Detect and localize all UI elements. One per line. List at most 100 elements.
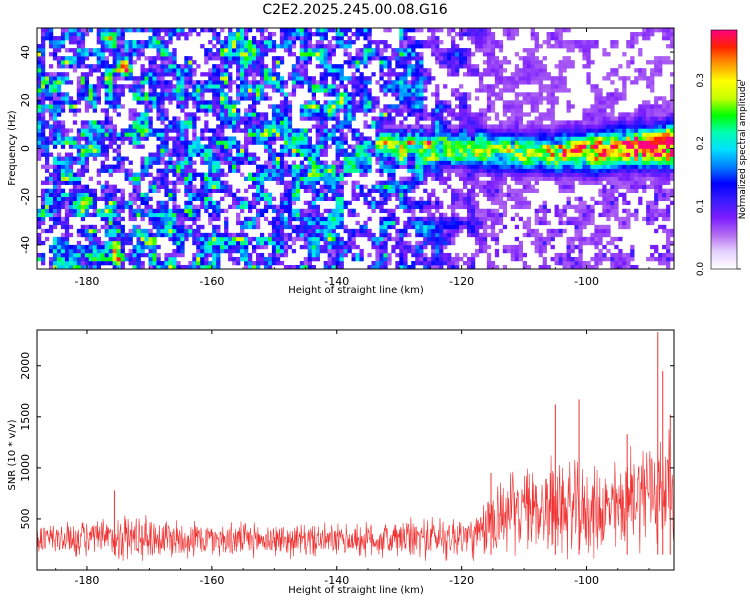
heatmap-cell: [96, 32, 101, 37]
heatmap-cell: [319, 244, 324, 250]
heatmap-cell: [76, 264, 82, 269]
heatmap-cell: [351, 244, 356, 250]
heatmap-cell: [48, 52, 54, 57]
heatmap-cell: [311, 52, 316, 57]
heatmap-cell: [259, 236, 265, 242]
heatmap-cell: [84, 156, 90, 161]
heatmap-cell: [44, 84, 50, 89]
heatmap-cell: [474, 160, 480, 165]
heatmap-cell: [172, 152, 177, 157]
heatmap-cell: [255, 132, 261, 137]
heatmap-cell: [415, 244, 420, 250]
heatmap-cell: [64, 32, 70, 37]
heatmap-cell: [168, 224, 173, 230]
heatmap-cell: [443, 244, 448, 250]
heatmap-cell: [52, 184, 58, 189]
heatmap-cell: [279, 60, 285, 65]
heatmap-cell: [128, 212, 133, 218]
heatmap-cell: [216, 96, 221, 101]
heatmap-cell: [168, 232, 173, 238]
heatmap-cell: [204, 200, 209, 206]
heatmap-cell: [104, 124, 109, 129]
heatmap-cell: [188, 224, 193, 230]
heatmap-cell: [287, 104, 293, 109]
heatmap-cell: [375, 124, 380, 129]
heatmap-cell: [403, 116, 408, 121]
heatmap-cell: [220, 52, 225, 57]
heatmap-cell: [128, 228, 133, 234]
heatmap-cell: [220, 92, 225, 97]
heatmap-cell: [132, 48, 137, 53]
heatmap-cell: [447, 264, 452, 269]
heatmap-cell: [236, 120, 241, 125]
heatmap-cell: [220, 140, 225, 145]
heatmap-cell: [212, 144, 217, 149]
heatmap-cell: [451, 48, 456, 53]
heatmap-cell: [482, 160, 488, 165]
heatmap-cell: [232, 40, 237, 45]
heatmap-cell: [196, 84, 201, 89]
heatmap-cell: [439, 220, 444, 226]
heatmap-cell: [351, 32, 356, 37]
heatmap-cell: [462, 152, 468, 157]
heatmap-cell: [411, 76, 416, 81]
heatmap-cell: [415, 140, 420, 145]
heatmap-cell: [60, 140, 66, 145]
heatmap-cell: [327, 44, 332, 49]
heatmap-cell: [415, 76, 420, 81]
heatmap-cell: [88, 188, 94, 193]
heatmap-cell: [287, 132, 293, 137]
heatmap-cell: [72, 264, 78, 269]
heatmap-cell: [355, 100, 360, 105]
heatmap-cell: [439, 204, 444, 210]
heatmap-cell: [92, 104, 98, 109]
heatmap-cell: [92, 152, 98, 157]
heatmap-cell: [411, 128, 416, 133]
heatmap-cell: [355, 136, 360, 141]
heatmap-cell: [267, 32, 273, 37]
heatmap-cell: [415, 220, 420, 226]
heatmap-cell: [212, 84, 217, 89]
heatmap-cell: [347, 80, 352, 85]
heatmap-cell: [224, 244, 229, 250]
heatmap-cell: [152, 188, 157, 193]
heatmap-cell: [470, 128, 476, 133]
heatmap-cell: [486, 116, 492, 121]
heatmap-cell: [236, 56, 241, 61]
heatmap-cell: [52, 188, 58, 193]
heatmap-cell: [427, 236, 432, 242]
heatmap-cell: [403, 156, 408, 161]
heatmap-cell: [132, 192, 137, 197]
heatmap-cell: [180, 236, 185, 242]
heatmap-cell: [144, 120, 149, 125]
heatmap-cell: [92, 260, 98, 266]
heatmap-cell: [52, 44, 58, 49]
heatmap-cell: [482, 224, 488, 230]
heatmap-cell: [331, 212, 336, 218]
heatmap-cell: [180, 252, 185, 258]
heatmap-cell: [188, 188, 193, 193]
heatmap-cell: [224, 72, 229, 77]
heatmap-cell: [144, 228, 149, 234]
heatmap-cell: [88, 260, 94, 266]
heatmap-cell: [148, 180, 153, 185]
heatmap-cell: [283, 144, 289, 149]
heatmap-cell: [387, 260, 392, 266]
heatmap-cell: [228, 80, 233, 85]
heatmap-cell: [132, 196, 137, 202]
heatmap-cell: [44, 152, 50, 157]
heatmap-cell: [100, 28, 105, 33]
heatmap-cell: [236, 68, 241, 73]
heatmap-cell: [64, 156, 70, 161]
heatmap-cell: [359, 160, 364, 165]
heatmap-cell: [72, 28, 78, 33]
heatmap-cell: [200, 72, 205, 77]
heatmap-cell: [132, 76, 137, 81]
heatmap-cell: [319, 144, 324, 149]
heatmap-cell: [283, 148, 289, 153]
heatmap-cell: [431, 240, 436, 246]
heatmap-cell: [172, 148, 177, 153]
heatmap-cell: [251, 44, 257, 49]
heatmap-cell: [307, 148, 313, 153]
heatmap-cell: [88, 196, 94, 202]
